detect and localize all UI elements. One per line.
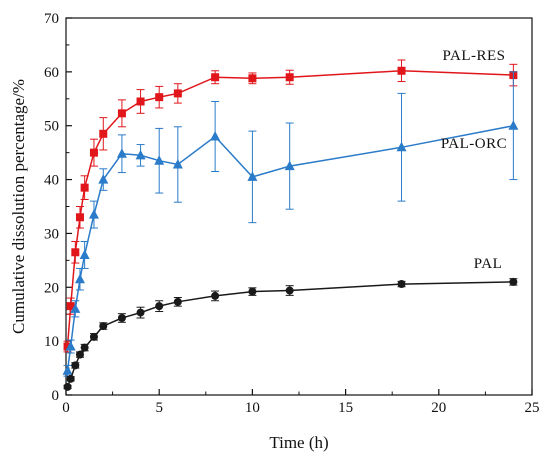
series-pal-orc (62, 71, 519, 377)
series-line (66, 70, 514, 347)
data-point (135, 149, 146, 160)
data-point (285, 286, 294, 295)
data-point (211, 73, 220, 82)
x-tick-label: 10 (245, 400, 260, 416)
y-tick-label: 30 (44, 226, 59, 242)
data-point (155, 93, 164, 102)
x-tick-label: 0 (62, 400, 70, 416)
data-point (75, 350, 84, 359)
data-point (63, 382, 72, 391)
data-point (79, 249, 90, 259)
y-tick-label: 50 (44, 119, 59, 135)
data-point (62, 365, 73, 375)
plot-border (65, 17, 533, 396)
data-point (172, 158, 183, 169)
data-point (248, 74, 257, 83)
data-point (63, 342, 72, 351)
series-pal (63, 277, 518, 391)
x-tick-label: 20 (431, 400, 446, 416)
plot-frame (65, 17, 533, 396)
y-tick-label: 20 (44, 280, 59, 296)
series-label-pal-res: PAL-RES (443, 48, 506, 64)
data-point (98, 174, 109, 184)
series-labels: PAL-RES PAL-ORC PAL (441, 48, 507, 272)
data-point (136, 308, 145, 317)
x-tick-label: 5 (155, 400, 163, 416)
y-tick-label: 10 (44, 334, 59, 350)
data-point (71, 248, 80, 257)
data-point (508, 120, 519, 130)
data-point (284, 160, 295, 171)
data-point (210, 130, 221, 141)
data-point (211, 291, 220, 300)
data-point (285, 73, 294, 82)
series-label-pal: PAL (474, 256, 502, 272)
data-point (155, 302, 164, 311)
data-point (71, 361, 80, 370)
data-point (509, 277, 518, 286)
y-tick-label: 0 (52, 388, 60, 404)
data-point (80, 183, 89, 192)
x-axis-title: Time (h) (269, 433, 328, 452)
data-point (247, 171, 258, 181)
y-tick-label: 60 (44, 65, 59, 81)
series-line (66, 281, 514, 388)
data-point (396, 141, 407, 152)
data-point (173, 297, 182, 306)
data-point (248, 287, 257, 296)
series-layer (62, 59, 519, 391)
data-point (66, 302, 75, 311)
data-point (116, 148, 127, 158)
data-point (65, 341, 76, 351)
series-pal-res (63, 59, 518, 353)
data-point (89, 332, 98, 341)
x-tick-label: 25 (525, 400, 540, 416)
series-label-pal-orc: PAL-ORC (441, 136, 507, 152)
data-point (136, 97, 145, 106)
data-point (117, 109, 126, 118)
series-line (66, 124, 514, 371)
data-point (397, 66, 406, 75)
data-point (154, 155, 165, 165)
data-point (117, 313, 126, 322)
data-point (74, 273, 85, 284)
data-point (75, 213, 84, 222)
data-point (66, 374, 75, 383)
data-point (397, 280, 406, 289)
data-point (88, 209, 99, 219)
data-point (89, 148, 98, 157)
data-point (173, 89, 182, 98)
y-tick-label: 70 (44, 11, 59, 27)
x-tick-label: 15 (338, 400, 353, 416)
data-point (80, 343, 89, 352)
x-axis: 0 5 10 15 20 25 (62, 389, 540, 416)
data-point (99, 322, 108, 331)
y-tick-label: 40 (44, 173, 59, 189)
data-point (70, 303, 81, 313)
y-axis-title: Cumulative dissolution percentage/% (9, 79, 28, 334)
data-point (99, 129, 108, 138)
